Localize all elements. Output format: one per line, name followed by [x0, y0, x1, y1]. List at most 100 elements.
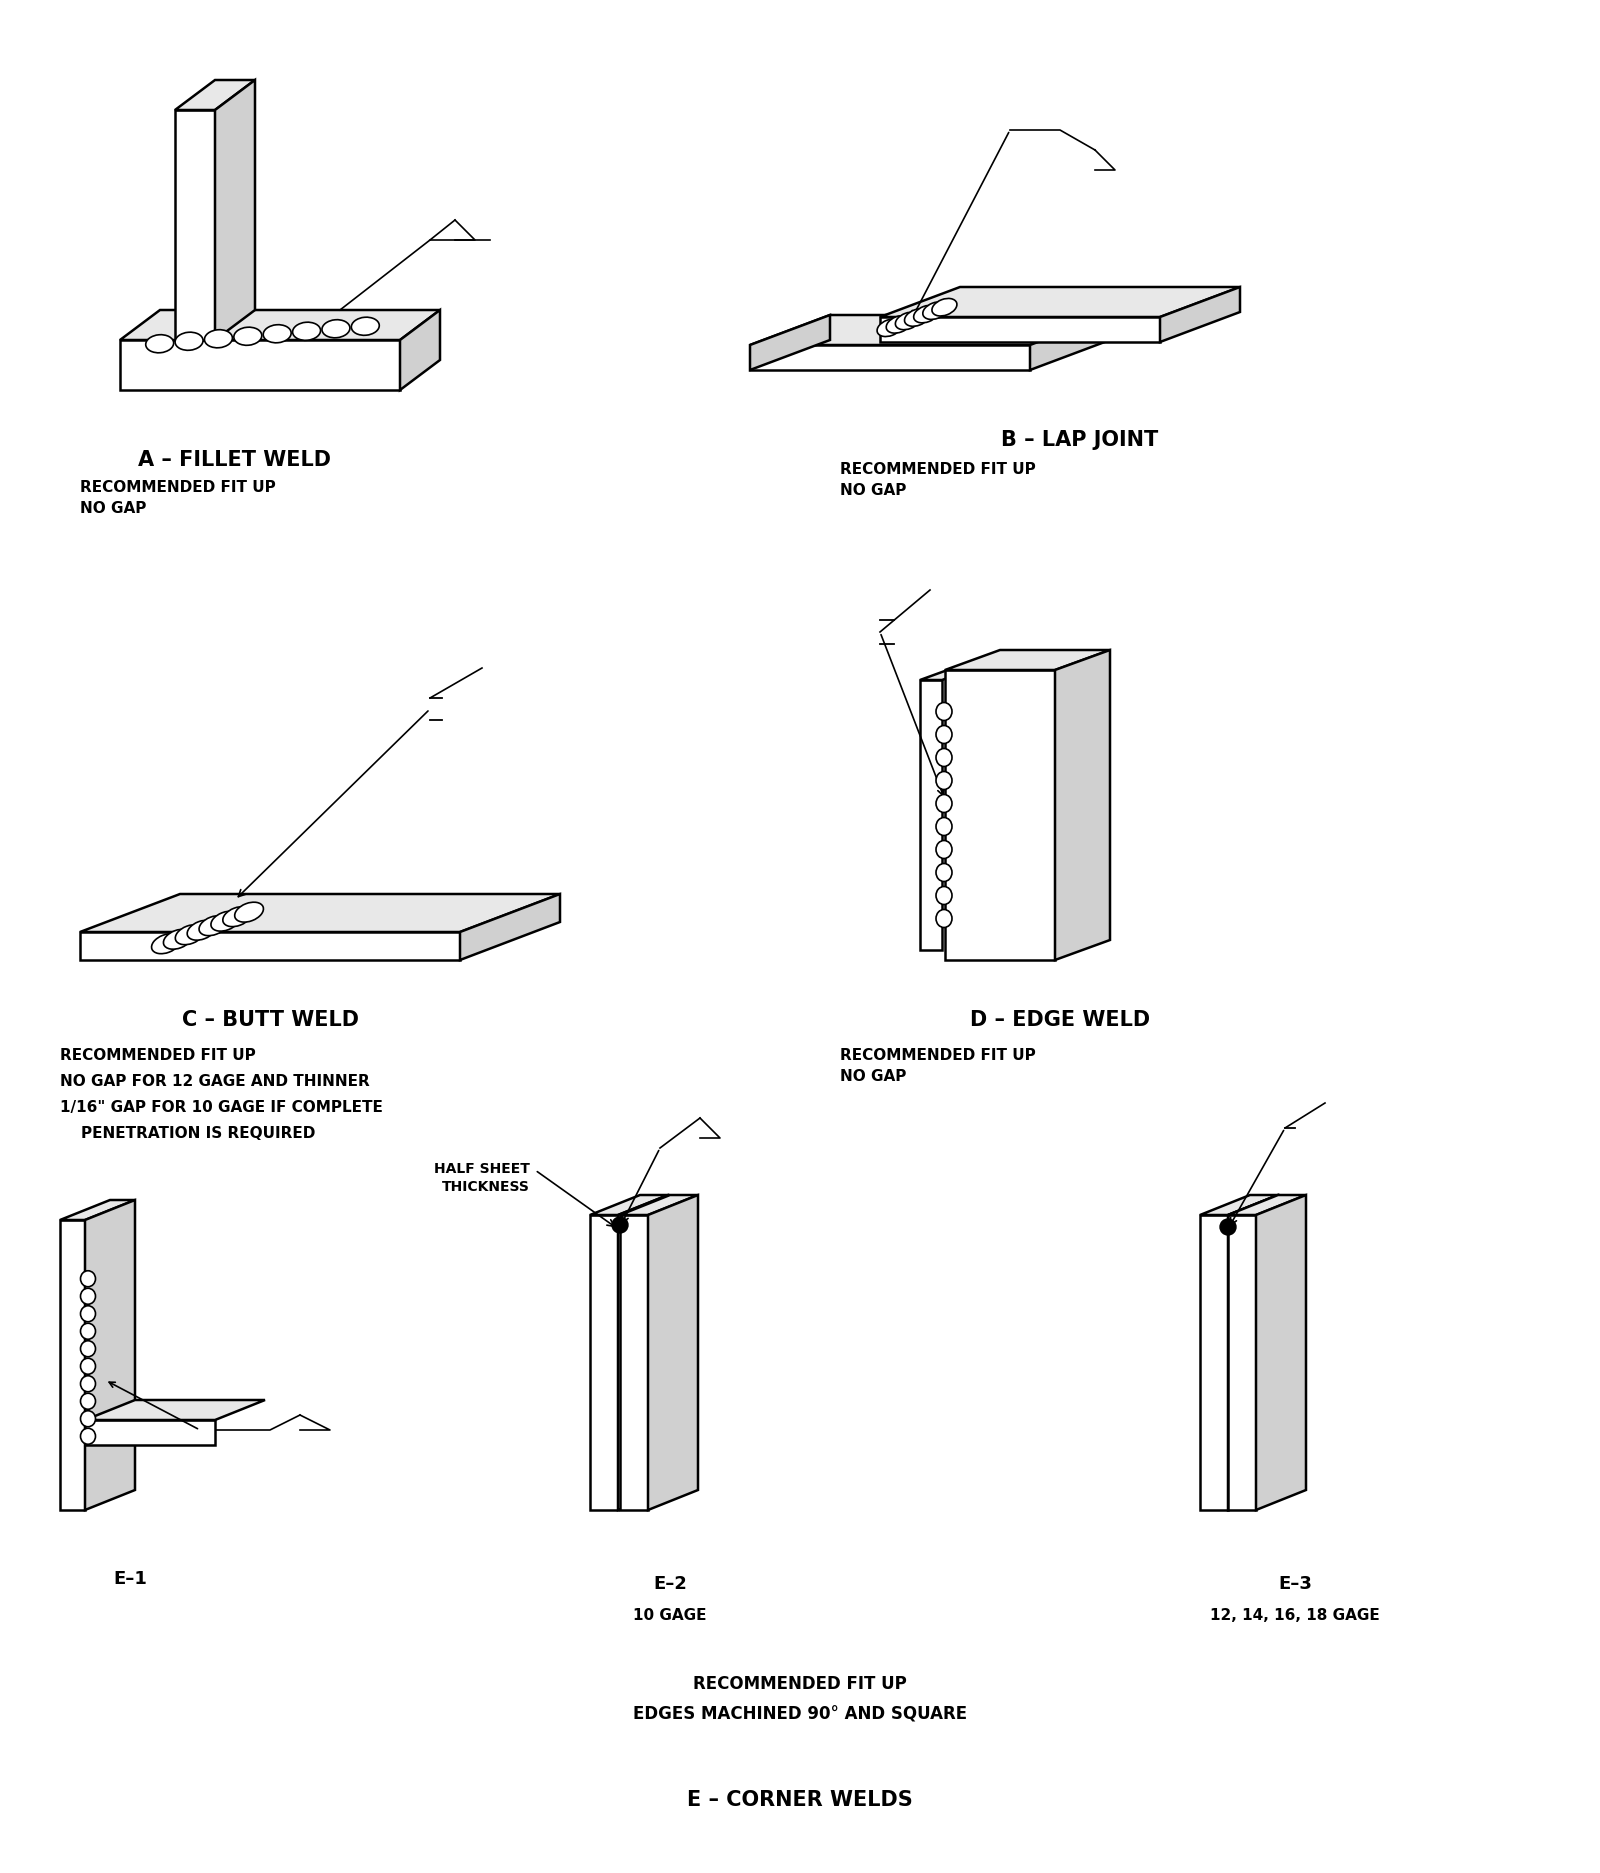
Ellipse shape: [176, 925, 205, 944]
Text: RECOMMENDED FIT UP
NO GAP: RECOMMENDED FIT UP NO GAP: [80, 479, 275, 515]
Polygon shape: [61, 1201, 134, 1219]
Ellipse shape: [936, 910, 952, 927]
Ellipse shape: [80, 1305, 96, 1322]
Ellipse shape: [352, 317, 379, 335]
Ellipse shape: [146, 335, 174, 352]
Polygon shape: [946, 671, 1054, 961]
Polygon shape: [1256, 1195, 1306, 1510]
Ellipse shape: [205, 330, 232, 348]
Circle shape: [611, 1217, 627, 1232]
Ellipse shape: [80, 1377, 96, 1392]
Polygon shape: [85, 1201, 134, 1510]
Text: RECOMMENDED FIT UP
NO GAP: RECOMMENDED FIT UP NO GAP: [840, 463, 1035, 498]
Polygon shape: [1054, 650, 1110, 961]
Polygon shape: [214, 81, 254, 341]
Polygon shape: [920, 680, 942, 950]
Polygon shape: [590, 1216, 618, 1510]
Polygon shape: [946, 650, 1110, 671]
Ellipse shape: [936, 886, 952, 905]
Ellipse shape: [234, 328, 262, 345]
Ellipse shape: [904, 309, 930, 326]
Ellipse shape: [936, 772, 952, 790]
Text: 10 GAGE: 10 GAGE: [634, 1609, 707, 1624]
Text: 1/16" GAP FOR 10 GAGE IF COMPLETE: 1/16" GAP FOR 10 GAGE IF COMPLETE: [61, 1099, 382, 1114]
Ellipse shape: [80, 1429, 96, 1444]
Polygon shape: [85, 1420, 214, 1444]
Text: C – BUTT WELD: C – BUTT WELD: [181, 1010, 358, 1030]
Ellipse shape: [163, 929, 192, 950]
Text: E–2: E–2: [653, 1575, 686, 1594]
Ellipse shape: [936, 841, 952, 858]
Polygon shape: [120, 311, 440, 341]
Polygon shape: [621, 1195, 698, 1216]
Text: EDGES MACHINED 90° AND SQUARE: EDGES MACHINED 90° AND SQUARE: [634, 1706, 966, 1723]
Text: RECOMMENDED FIT UP: RECOMMENDED FIT UP: [61, 1049, 256, 1064]
Text: E–1: E–1: [114, 1570, 147, 1588]
Ellipse shape: [914, 305, 939, 322]
Polygon shape: [400, 311, 440, 390]
Ellipse shape: [931, 298, 957, 317]
Polygon shape: [621, 1216, 648, 1510]
Ellipse shape: [896, 313, 920, 330]
Polygon shape: [85, 1399, 266, 1420]
Text: NO GAP FOR 12 GAGE AND THINNER: NO GAP FOR 12 GAGE AND THINNER: [61, 1073, 370, 1088]
Polygon shape: [1229, 1195, 1278, 1510]
Ellipse shape: [174, 332, 203, 350]
Polygon shape: [461, 893, 560, 961]
Polygon shape: [80, 933, 461, 961]
Polygon shape: [174, 81, 254, 111]
Polygon shape: [1030, 315, 1110, 371]
Ellipse shape: [936, 863, 952, 882]
Ellipse shape: [923, 302, 947, 320]
Ellipse shape: [187, 920, 216, 940]
Text: RECOMMENDED FIT UP: RECOMMENDED FIT UP: [693, 1674, 907, 1693]
Ellipse shape: [80, 1270, 96, 1287]
Polygon shape: [750, 315, 1110, 345]
Ellipse shape: [936, 817, 952, 835]
Ellipse shape: [936, 725, 952, 744]
Circle shape: [1221, 1219, 1235, 1234]
Polygon shape: [590, 1195, 669, 1216]
Text: A – FILLET WELD: A – FILLET WELD: [139, 450, 331, 470]
Polygon shape: [61, 1219, 85, 1510]
Text: E–3: E–3: [1278, 1575, 1312, 1594]
Polygon shape: [648, 1195, 698, 1510]
Polygon shape: [1229, 1195, 1306, 1216]
Ellipse shape: [198, 916, 227, 936]
Polygon shape: [750, 345, 1030, 371]
Ellipse shape: [80, 1410, 96, 1427]
Polygon shape: [80, 893, 560, 933]
Polygon shape: [880, 287, 1240, 317]
Ellipse shape: [152, 935, 181, 953]
Polygon shape: [1200, 1195, 1278, 1216]
Polygon shape: [1160, 287, 1240, 343]
Text: HALF SHEET
THICKNESS: HALF SHEET THICKNESS: [434, 1161, 530, 1195]
Text: E – CORNER WELDS: E – CORNER WELDS: [686, 1791, 914, 1809]
Ellipse shape: [293, 322, 320, 341]
Ellipse shape: [80, 1322, 96, 1339]
Ellipse shape: [936, 749, 952, 766]
Text: D – EDGE WELD: D – EDGE WELD: [970, 1010, 1150, 1030]
Ellipse shape: [235, 903, 264, 922]
Text: RECOMMENDED FIT UP
NO GAP: RECOMMENDED FIT UP NO GAP: [840, 1049, 1035, 1084]
Ellipse shape: [80, 1289, 96, 1304]
Polygon shape: [120, 341, 400, 390]
Polygon shape: [880, 317, 1160, 343]
Ellipse shape: [936, 794, 952, 813]
Ellipse shape: [222, 907, 251, 927]
Polygon shape: [750, 315, 830, 371]
Polygon shape: [618, 1195, 669, 1510]
Polygon shape: [1200, 1216, 1229, 1510]
Polygon shape: [1229, 1216, 1256, 1510]
Ellipse shape: [322, 320, 350, 337]
Text: PENETRATION IS REQUIRED: PENETRATION IS REQUIRED: [61, 1126, 315, 1141]
Ellipse shape: [264, 324, 291, 343]
Ellipse shape: [80, 1358, 96, 1375]
Polygon shape: [920, 659, 997, 680]
Ellipse shape: [936, 702, 952, 721]
Text: B – LAP JOINT: B – LAP JOINT: [1002, 431, 1158, 450]
Polygon shape: [174, 111, 214, 341]
Text: 12, 14, 16, 18 GAGE: 12, 14, 16, 18 GAGE: [1210, 1609, 1379, 1624]
Ellipse shape: [211, 912, 240, 931]
Ellipse shape: [80, 1394, 96, 1408]
